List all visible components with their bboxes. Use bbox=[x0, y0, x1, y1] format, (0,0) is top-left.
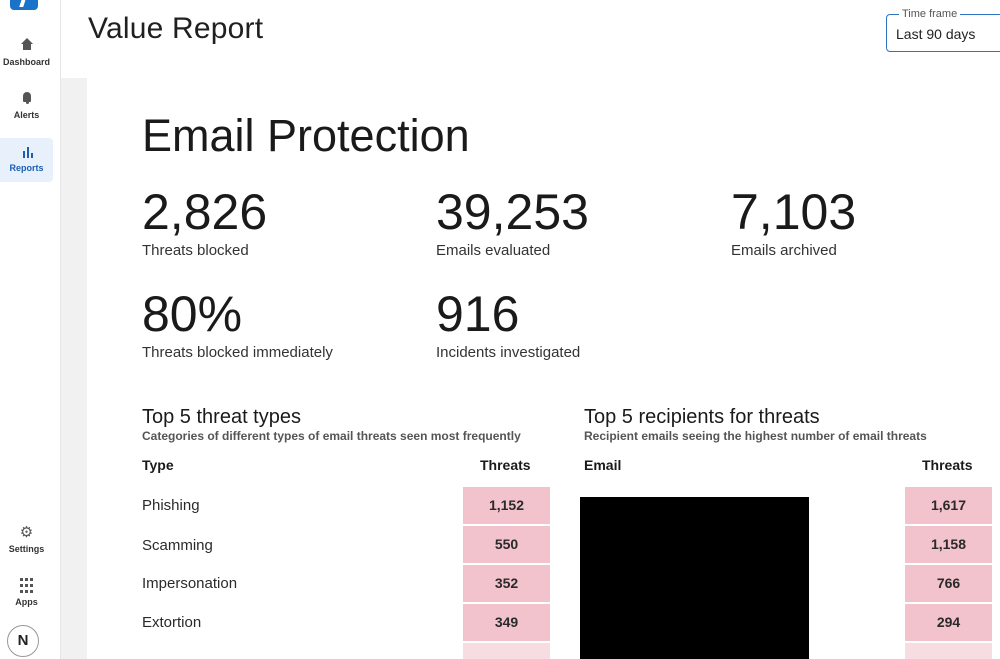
recipient-threat-count: 294 bbox=[905, 604, 992, 641]
sidebar-item-apps[interactable]: Apps bbox=[0, 578, 53, 622]
sidebar-item-alerts[interactable]: Alerts bbox=[0, 91, 53, 135]
page-title: Value Report bbox=[88, 12, 264, 45]
stat-emails-evaluated: 39,253 Emails evaluated bbox=[436, 184, 589, 259]
stat-label: Threats blocked immediately bbox=[142, 344, 333, 361]
stat-value: 7,103 bbox=[731, 184, 857, 240]
recipients-title: Top 5 recipients for threats bbox=[584, 406, 820, 428]
stat-value: 2,826 bbox=[142, 184, 268, 240]
stat-incidents-investigated: 916 Incidents investigated bbox=[436, 286, 580, 361]
threat-type-count: 1,152 bbox=[463, 487, 550, 524]
threat-type-label: Phishing bbox=[142, 497, 200, 514]
recipients-col-email: Email bbox=[584, 457, 622, 473]
recipients-col-threats: Threats bbox=[922, 457, 973, 473]
home-icon bbox=[19, 38, 35, 54]
threat-types-col-type: Type bbox=[142, 457, 174, 473]
recipient-threat-count: 1,617 bbox=[905, 487, 992, 524]
threat-type-count: 550 bbox=[463, 526, 550, 563]
stat-value: 916 bbox=[436, 286, 520, 342]
sidebar-item-settings[interactable]: ⚙ Settings bbox=[0, 525, 53, 569]
bell-icon bbox=[19, 91, 35, 107]
threat-type-count: 349 bbox=[463, 604, 550, 641]
sidebar-item-label: Apps bbox=[15, 597, 38, 607]
app-logo[interactable] bbox=[10, 0, 38, 10]
sidebar-item-reports[interactable]: Reports bbox=[0, 138, 53, 182]
redacted-email-list bbox=[580, 497, 809, 659]
sidebar-item-label: Settings bbox=[8, 544, 45, 554]
timeframe-label: Time frame bbox=[899, 8, 961, 20]
section-title: Email Protection bbox=[142, 110, 470, 161]
sidebar-item-dashboard[interactable]: Dashboard bbox=[0, 38, 53, 82]
threat-type-label: Impersonation bbox=[142, 575, 238, 592]
stat-blocked-immediately: 80% Threats blocked immediately bbox=[142, 286, 333, 361]
recipient-threat-count-partial bbox=[905, 643, 992, 659]
stat-label: Incidents investigated bbox=[436, 344, 581, 361]
threat-type-count-partial bbox=[463, 643, 550, 659]
stat-value: 39,253 bbox=[436, 184, 589, 240]
stat-threats-blocked: 2,826 Threats blocked bbox=[142, 184, 267, 259]
stat-label: Emails evaluated bbox=[436, 242, 551, 259]
sidebar-item-label: Dashboard bbox=[2, 57, 50, 67]
threat-type-label: Extortion bbox=[142, 614, 202, 631]
gear-icon: ⚙ bbox=[19, 524, 34, 541]
threat-type-label: Scamming bbox=[142, 537, 213, 554]
threat-type-count: 352 bbox=[463, 565, 550, 602]
apps-grid-icon bbox=[20, 578, 34, 594]
recipient-threat-count: 766 bbox=[905, 565, 992, 602]
threat-types-title: Top 5 threat types bbox=[142, 406, 301, 428]
recipient-threat-count: 1,158 bbox=[905, 526, 992, 563]
timeframe-select[interactable]: Time frame Last 90 days bbox=[886, 8, 1000, 52]
stat-emails-archived: 7,103 Emails archived bbox=[731, 184, 856, 259]
avatar[interactable]: N bbox=[7, 625, 39, 657]
threat-types-subtitle: Categories of different types of email t… bbox=[142, 429, 521, 443]
threat-types-col-threats: Threats bbox=[480, 457, 531, 473]
stat-label: Emails archived bbox=[731, 242, 837, 259]
stat-label: Threats blocked bbox=[142, 242, 249, 259]
timeframe-value: Last 90 days bbox=[896, 26, 976, 42]
sidebar-item-label: Alerts bbox=[13, 110, 40, 120]
recipients-subtitle: Recipient emails seeing the highest numb… bbox=[584, 429, 927, 443]
sidebar: Dashboard Alerts Reports ⚙ Settings Apps… bbox=[0, 0, 61, 659]
sidebar-item-label: Reports bbox=[9, 163, 44, 173]
bar-chart-icon bbox=[19, 144, 35, 160]
stat-value: 80% bbox=[142, 286, 243, 342]
content-gutter bbox=[61, 78, 87, 659]
